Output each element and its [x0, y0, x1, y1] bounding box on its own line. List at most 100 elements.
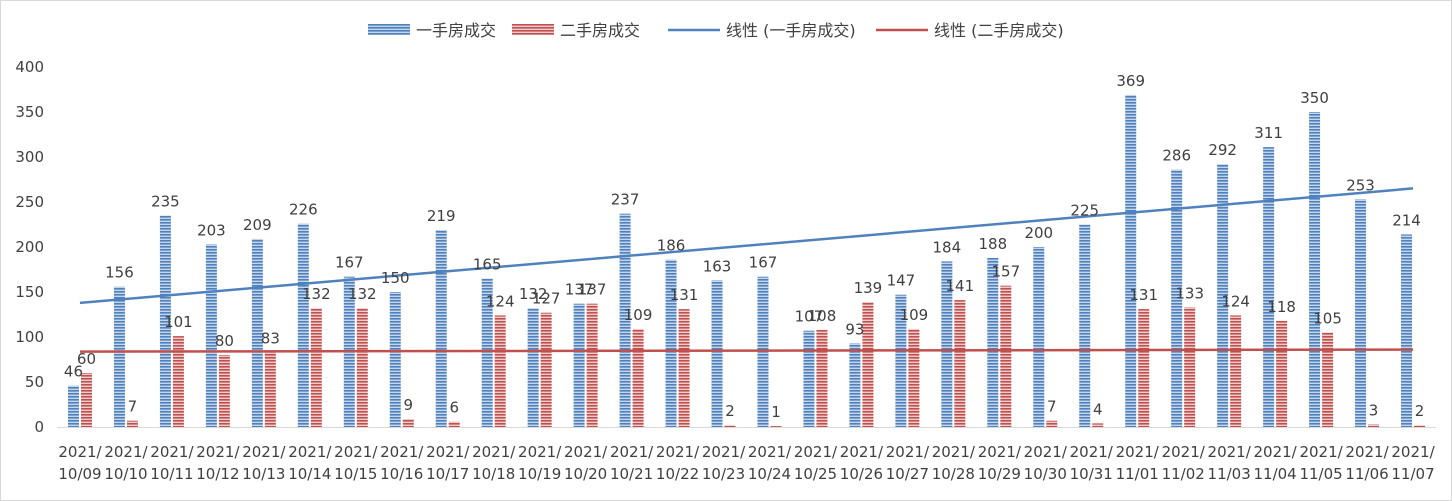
data-label: 7: [128, 398, 138, 416]
bar: [941, 261, 953, 427]
x-tick-label: 2021/10/30: [1024, 443, 1068, 483]
x-tick-label: 2021/10/29: [978, 443, 1022, 483]
bar: [1276, 320, 1288, 427]
legend-label: 线性 (二手房成交): [934, 21, 1064, 40]
data-label: 124: [486, 292, 515, 310]
bar: [494, 315, 506, 427]
data-label: 132: [302, 285, 331, 303]
data-label: 157: [991, 263, 1020, 281]
data-label: 109: [624, 306, 653, 324]
bar: [402, 418, 414, 427]
x-tick-label: 2021/10/10: [104, 443, 148, 483]
data-label: 2: [725, 402, 735, 420]
data-label: 156: [105, 264, 134, 282]
data-label: 7: [1047, 398, 1057, 416]
trendlines-group: [79, 187, 1414, 353]
data-label: 225: [1070, 202, 1099, 220]
bar: [1000, 285, 1012, 427]
x-tick-label: 2021/10/20: [564, 443, 608, 483]
bar: [862, 301, 874, 427]
bar: [1184, 307, 1196, 427]
data-label: 139: [854, 279, 883, 297]
data-label: 147: [887, 272, 916, 290]
bar: [908, 328, 920, 427]
data-label: 80: [215, 332, 234, 350]
data-label: 131: [670, 286, 699, 304]
bar: [816, 329, 828, 427]
x-tick-label: 2021/10/31: [1070, 443, 1114, 483]
x-tick-label: 2021/10/23: [702, 443, 746, 483]
bar: [757, 276, 769, 427]
data-label: 350: [1300, 89, 1329, 107]
bar: [172, 336, 184, 427]
x-tick-label: 2021/10/18: [472, 443, 516, 483]
data-label: 200: [1024, 224, 1053, 242]
x-tick-label: 2021/10/19: [518, 443, 562, 483]
data-label: 46: [64, 363, 83, 381]
x-tick-label: 2021/11/01: [1116, 443, 1160, 483]
bar: [724, 425, 736, 427]
data-label: 93: [845, 320, 864, 338]
legend-label: 线性 (一手房成交): [726, 21, 856, 40]
bar: [1401, 234, 1413, 427]
y-tick-label: 350: [15, 103, 44, 121]
data-label: 6: [449, 399, 459, 417]
bar: [67, 385, 79, 427]
bar: [297, 223, 309, 427]
data-label: 4: [1093, 400, 1103, 418]
y-tick-label: 250: [15, 193, 44, 211]
data-label: 1: [771, 403, 781, 421]
data-label: 237: [611, 191, 640, 209]
data-label: 105: [1313, 310, 1342, 328]
data-label: 286: [1162, 147, 1191, 165]
x-tick-label: 2021/11/07: [1391, 443, 1435, 483]
bar: [389, 292, 401, 427]
bar: [1092, 423, 1104, 427]
bar: [665, 259, 677, 427]
data-label: 165: [473, 256, 502, 274]
bar: [251, 238, 263, 427]
bar: [1309, 112, 1321, 427]
x-tick-label: 2021/10/11: [150, 443, 194, 483]
bar: [1322, 332, 1334, 427]
data-label: 9: [403, 396, 413, 414]
trendline: [79, 348, 1414, 353]
bar: [573, 303, 585, 427]
bar: [1355, 199, 1367, 427]
data-label: 311: [1254, 124, 1283, 142]
bar: [113, 286, 125, 427]
x-tick-label: 2021/10/21: [610, 443, 654, 483]
bar: [1368, 424, 1380, 427]
data-label: 108: [808, 307, 837, 325]
bar: [540, 312, 552, 427]
y-tick-label: 300: [15, 148, 44, 166]
x-tick-label: 2021/11/05: [1299, 443, 1343, 483]
bar: [448, 421, 460, 427]
x-tick-label: 2021/10/27: [886, 443, 930, 483]
x-tick-label: 2021/10/24: [748, 443, 792, 483]
data-label: 141: [946, 277, 975, 295]
x-tick-label: 2021/10/28: [932, 443, 976, 483]
y-tick-label: 400: [15, 58, 44, 76]
data-label: 127: [532, 290, 561, 308]
x-tick-label: 2021/11/04: [1253, 443, 1297, 483]
bar: [1230, 315, 1242, 427]
data-label: 369: [1116, 72, 1145, 90]
x-tick-label: 2021/10/12: [196, 443, 240, 483]
x-tick-label: 2021/11/03: [1208, 443, 1252, 483]
bar: [1263, 147, 1275, 427]
bar: [218, 355, 230, 427]
bar: [1217, 164, 1229, 427]
bar: [1171, 169, 1183, 427]
x-tick-label: 2021/10/26: [840, 443, 884, 483]
bar: [586, 303, 598, 427]
data-label: 292: [1208, 141, 1237, 159]
data-label: 188: [978, 235, 1007, 253]
data-label: 118: [1267, 298, 1296, 316]
bar: [1046, 420, 1058, 427]
bar: [435, 229, 447, 427]
data-label: 83: [261, 329, 280, 347]
data-label: 60: [77, 350, 96, 368]
